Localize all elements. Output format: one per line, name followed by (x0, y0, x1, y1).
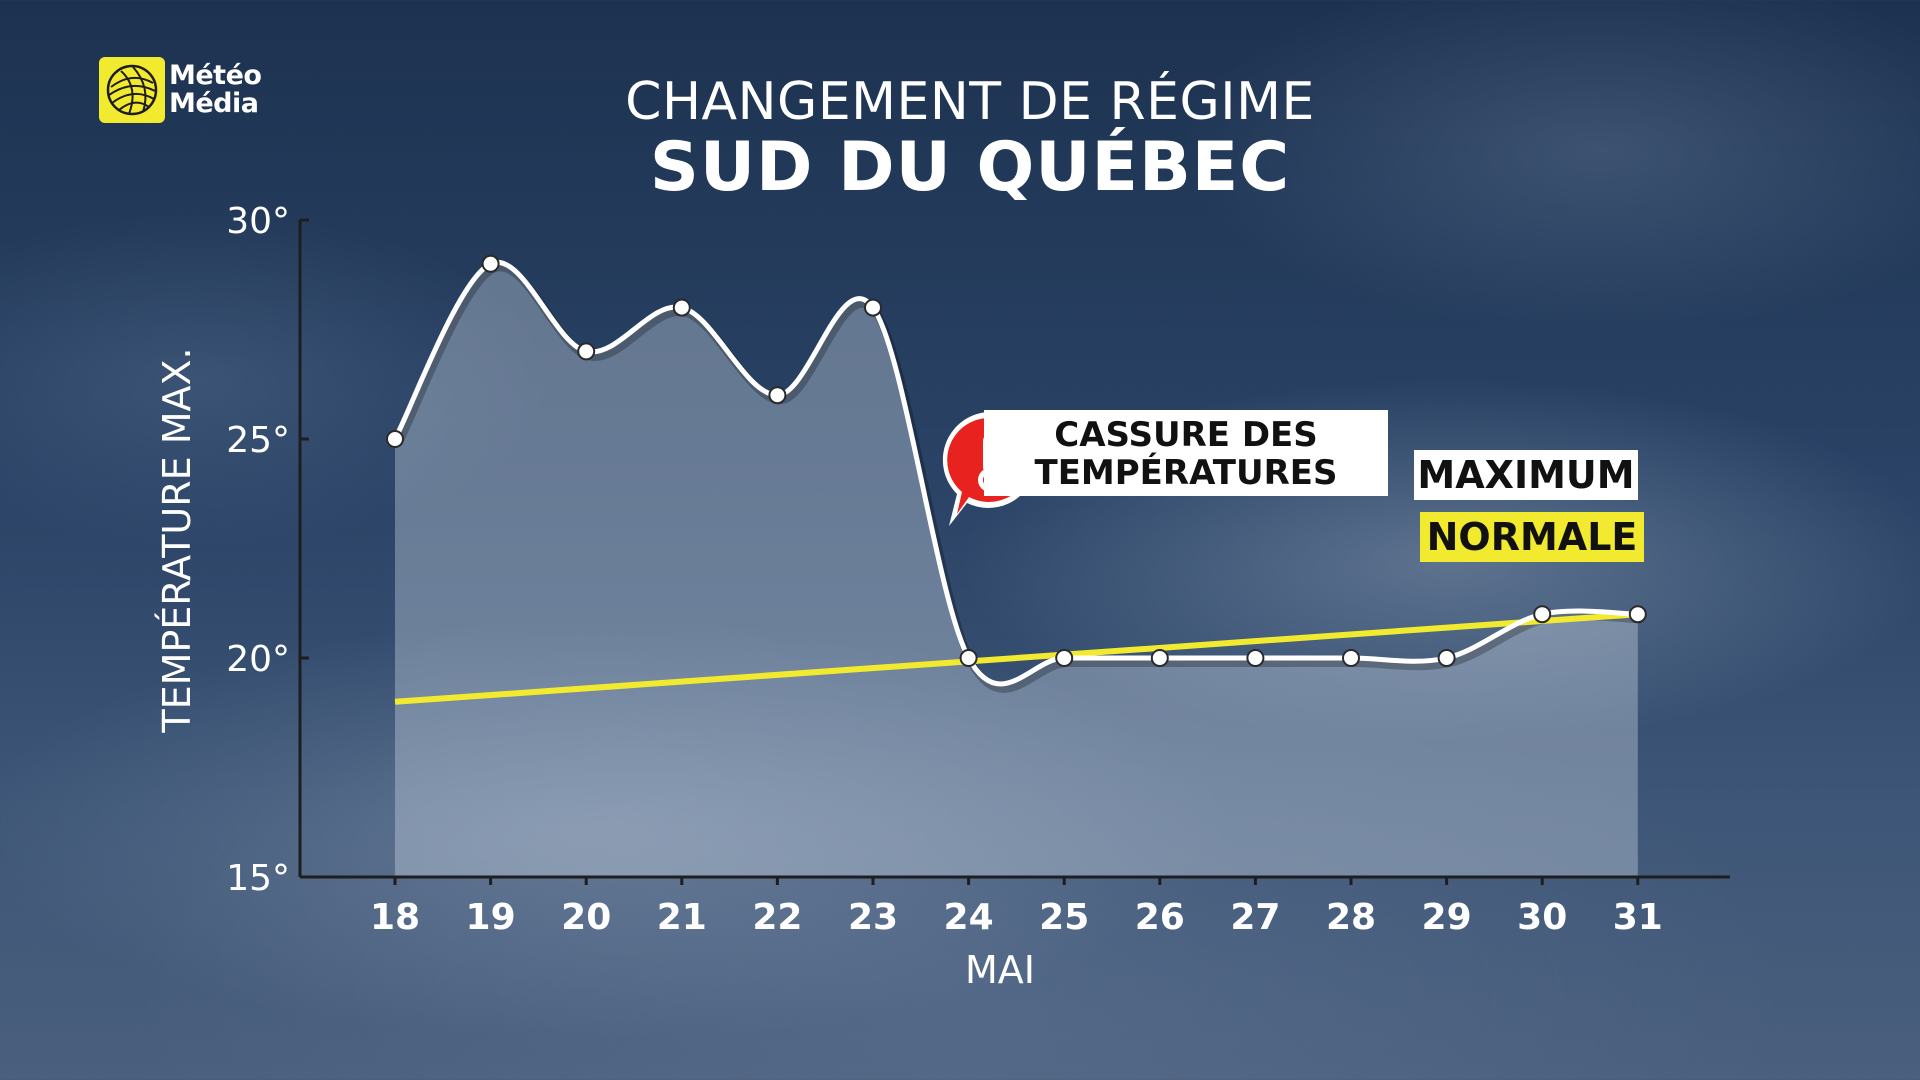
x-tick-label: 24 (944, 897, 994, 938)
y-tick-label: 30° (226, 201, 290, 242)
chart-subtitle: SUD DU QUÉBEC (649, 128, 1291, 207)
x-tick-label: 20 (561, 897, 611, 938)
maximum-point (1533, 605, 1552, 624)
maximum-point (672, 298, 691, 317)
y-tick-label: 15° (226, 858, 290, 899)
x-tick-label: 29 (1422, 897, 1472, 938)
x-tick-label: 26 (1135, 897, 1185, 938)
maximum-point (959, 649, 978, 667)
x-tick-label: 18 (370, 897, 420, 938)
meteomedia-logo: Météo Média (99, 57, 262, 123)
normale-line (394, 611, 1639, 705)
maximum-point (386, 430, 404, 448)
x-tick-label: 31 (1613, 897, 1663, 938)
maximum-point (577, 342, 596, 361)
maximum-point (1437, 649, 1456, 667)
maximum-point (768, 386, 787, 405)
y-axis-label: TEMPÉRATURE MAX. (155, 347, 199, 733)
maximum-point (1055, 649, 1074, 667)
chart-title: CHANGEMENT DE RÉGIME (625, 72, 1315, 132)
legend-normale: NORMALE (1420, 512, 1644, 562)
maximum-point (1342, 649, 1360, 667)
x-tick-label: 19 (466, 897, 516, 938)
maximum-point (1150, 649, 1169, 667)
maximum-area (395, 262, 1638, 877)
globe-icon (99, 57, 165, 123)
legend-maximum: MAXIMUM (1414, 450, 1638, 500)
y-tick-label: 20° (226, 639, 290, 680)
callout-line2: TEMPÉRATURES (1034, 453, 1338, 493)
brand-line2: Média (169, 88, 259, 119)
x-tick-label: 27 (1230, 897, 1280, 938)
callout-label: CASSURE DES TEMPÉRATURES (984, 410, 1388, 496)
brand-name: Météo Média (169, 60, 262, 119)
x-tick-label: 25 (1039, 897, 1089, 938)
x-tick-label: 21 (657, 897, 707, 938)
callout-line1: CASSURE DES (1054, 415, 1318, 455)
x-tick-label: 23 (848, 897, 898, 938)
x-tick-label: 30 (1517, 897, 1567, 938)
maximum-point (1628, 605, 1647, 624)
x-axis-label: MAI (965, 948, 1035, 992)
brand-line1: Météo (169, 60, 262, 91)
x-tick-label: 22 (752, 897, 802, 938)
maximum-point (481, 254, 500, 273)
x-tick-label: 28 (1326, 897, 1376, 938)
y-tick-label: 25° (226, 420, 290, 461)
maximum-point (864, 298, 882, 317)
maximum-point (1246, 649, 1265, 667)
